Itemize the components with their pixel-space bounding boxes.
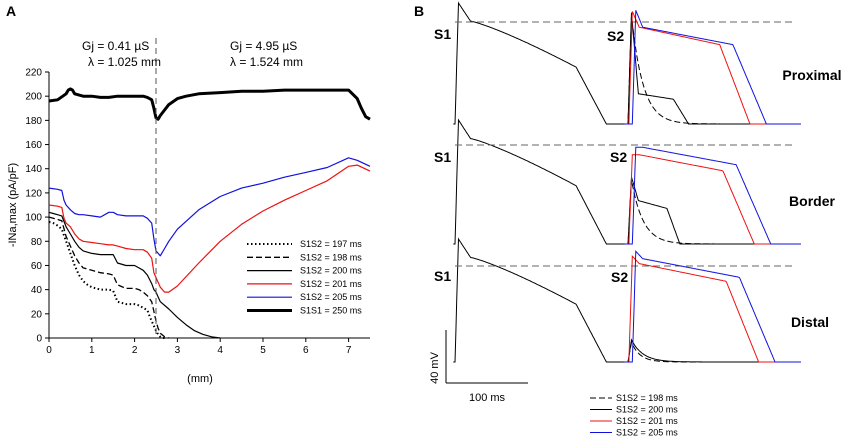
x-tick-label: 0 (46, 345, 52, 356)
series-line-s1s2-205-ms (48, 157, 371, 257)
s2-trace-border-s1s2-200-ms (624, 176, 801, 245)
panel-a-axes: 0 20 40 60 80 100 120 140 160 180 200 220 0 1 2 3 4 5 6 7 (25, 68, 370, 356)
y-tick-label: 40 (31, 285, 43, 296)
legend-label-s1s2-201-ms: S1S2 = 201 ms (300, 279, 362, 289)
s2-label: S2 (610, 149, 627, 165)
y-tick-label: 100 (25, 213, 42, 224)
annotation-left-gj: Gj = 0.41 µS (82, 39, 149, 53)
panel-b-label: B (414, 3, 424, 19)
annotation-right-lambda: λ = 1.524 mm (230, 55, 303, 69)
s2-trace-proximal-s1s2-205-ms (624, 10, 801, 125)
s2-trace-border-s1s2-201-ms (624, 154, 801, 245)
s1-label: S1 (434, 268, 451, 284)
s2-label: S2 (611, 269, 628, 285)
s2-trace-distal-s1s2-205-ms (624, 250, 801, 363)
b-legend-label-s1s2-198-ms: S1S2 = 198 ms (616, 393, 678, 403)
y-tick-label: 20 (31, 309, 43, 320)
panel-b-traces (453, 1, 801, 363)
legend-label-s1s1-250-ms: S1S1 = 250 ms (300, 306, 362, 316)
panel-a-label: A (6, 3, 16, 19)
s1-trace-border (453, 118, 625, 245)
annotation-right-gj: Gj = 4.95 µS (230, 39, 297, 53)
series-line-s1s2-201-ms (48, 164, 371, 293)
s1-label: S1 (434, 26, 451, 42)
legend-label-s1s2-198-ms: S1S2 = 198 ms (300, 252, 362, 262)
series-line-s1s2-197-ms (48, 220, 165, 339)
y-tick-label: 60 (31, 261, 43, 272)
b-legend-label-s1s2-205-ms: S1S2 = 205 ms (616, 428, 678, 436)
s1-label: S1 (434, 149, 451, 165)
x-tick-label: 3 (175, 345, 181, 356)
y-tick-label: 0 (36, 334, 42, 345)
legend-label-s1s2-200-ms: S1S2 = 200 ms (300, 266, 362, 276)
s2-trace-distal-s1s2-200-ms (624, 338, 801, 363)
s1-trace-distal (453, 237, 625, 363)
s2-label: S2 (607, 28, 624, 44)
x-tick-label: 7 (346, 345, 352, 356)
b-legend-label-s1s2-200-ms: S1S2 = 200 ms (616, 405, 678, 415)
annotation-left-lambda: λ = 1.025 mm (88, 55, 161, 69)
panel-a-ylabel: -INa,max (pA/pF) (7, 163, 19, 247)
legend-label-s1s2-205-ms: S1S2 = 205 ms (300, 292, 362, 302)
x-tick-label: 2 (132, 345, 138, 356)
y-tick-label: 140 (25, 164, 42, 175)
row-label-border: Border (789, 193, 835, 209)
y-tick-label: 160 (25, 140, 42, 151)
x-tick-label: 6 (303, 345, 309, 356)
series-line-s1s2-200-ms (48, 211, 221, 339)
panel-b-labels: S1 S2 Proximal S1 S2 Border S1 S2 Distal (434, 26, 842, 330)
row-label-proximal: Proximal (782, 67, 841, 83)
y-tick-label: 80 (31, 237, 43, 248)
scale-voltage-label: 40 mV (429, 351, 441, 383)
y-tick-label: 200 (25, 92, 42, 103)
b-legend-label-s1s2-201-ms: S1S2 = 201 ms (616, 416, 678, 426)
panel-a-xlabel: (mm) (187, 373, 213, 385)
x-tick-label: 5 (260, 345, 266, 356)
y-tick-label: 180 (25, 116, 42, 127)
x-tick-label: 1 (89, 345, 95, 356)
s2-trace-border-s1s2-198-ms (624, 179, 801, 245)
panel-a-legend: S1S2 = 197 ms S1S2 = 198 ms S1S2 = 200 ms S… (247, 239, 362, 316)
row-label-distal: Distal (791, 314, 829, 330)
s1-trace-proximal (453, 1, 625, 125)
s2-trace-distal-s1s2-198-ms (624, 340, 801, 363)
scale-time-label: 100 ms (469, 392, 506, 404)
s2-trace-border-s1s2-205-ms (624, 146, 801, 245)
s2-trace-distal-s1s2-201-ms (624, 255, 801, 363)
y-tick-label: 120 (25, 188, 42, 199)
series-line-s1s1-250-ms (48, 87, 371, 121)
s2-trace-proximal-s1s2-198-ms (624, 15, 801, 125)
legend-label-s1s2-197-ms: S1S2 = 197 ms (300, 239, 362, 249)
x-tick-label: 4 (217, 345, 223, 356)
y-tick-label: 220 (25, 68, 42, 79)
